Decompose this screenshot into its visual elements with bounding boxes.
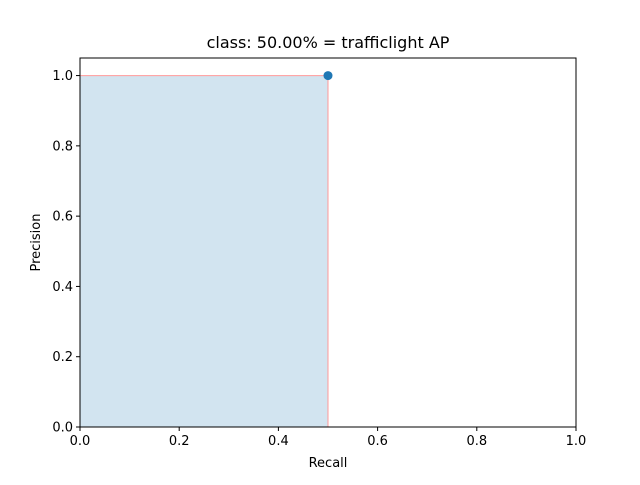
x-tick-label-3: 0.6	[367, 434, 388, 449]
x-tick-label-0: 0.0	[70, 434, 91, 449]
y-axis-label: Precision	[29, 213, 44, 271]
y-tick-label-2: 0.4	[52, 280, 73, 295]
ap-area-fill	[80, 75, 328, 428]
y-tick-label-3: 0.6	[52, 210, 73, 225]
axis-ticks: 0.0 0.2 0.4 0.6 0.8 1.0 0.0 0.2 0.4 0.6 0.8 1.0	[52, 69, 586, 449]
x-tick-label-5: 1.0	[566, 434, 587, 449]
y-tick-label-0: 0.0	[52, 421, 73, 436]
x-tick-label-4: 0.8	[466, 434, 487, 449]
y-tick-label-1: 0.2	[52, 350, 73, 365]
x-tick-label-1: 0.2	[169, 434, 190, 449]
plot-area	[80, 71, 333, 428]
y-tick-label-5: 1.0	[52, 69, 73, 84]
axes-frame	[79, 57, 577, 428]
y-tick-label-4: 0.8	[52, 139, 73, 154]
data-point-0	[323, 71, 333, 81]
x-tick-label-2: 0.4	[268, 434, 289, 449]
chart-title: class: 50.00% = trafficlight AP	[207, 33, 450, 52]
x-axis-label: Recall	[309, 456, 348, 471]
